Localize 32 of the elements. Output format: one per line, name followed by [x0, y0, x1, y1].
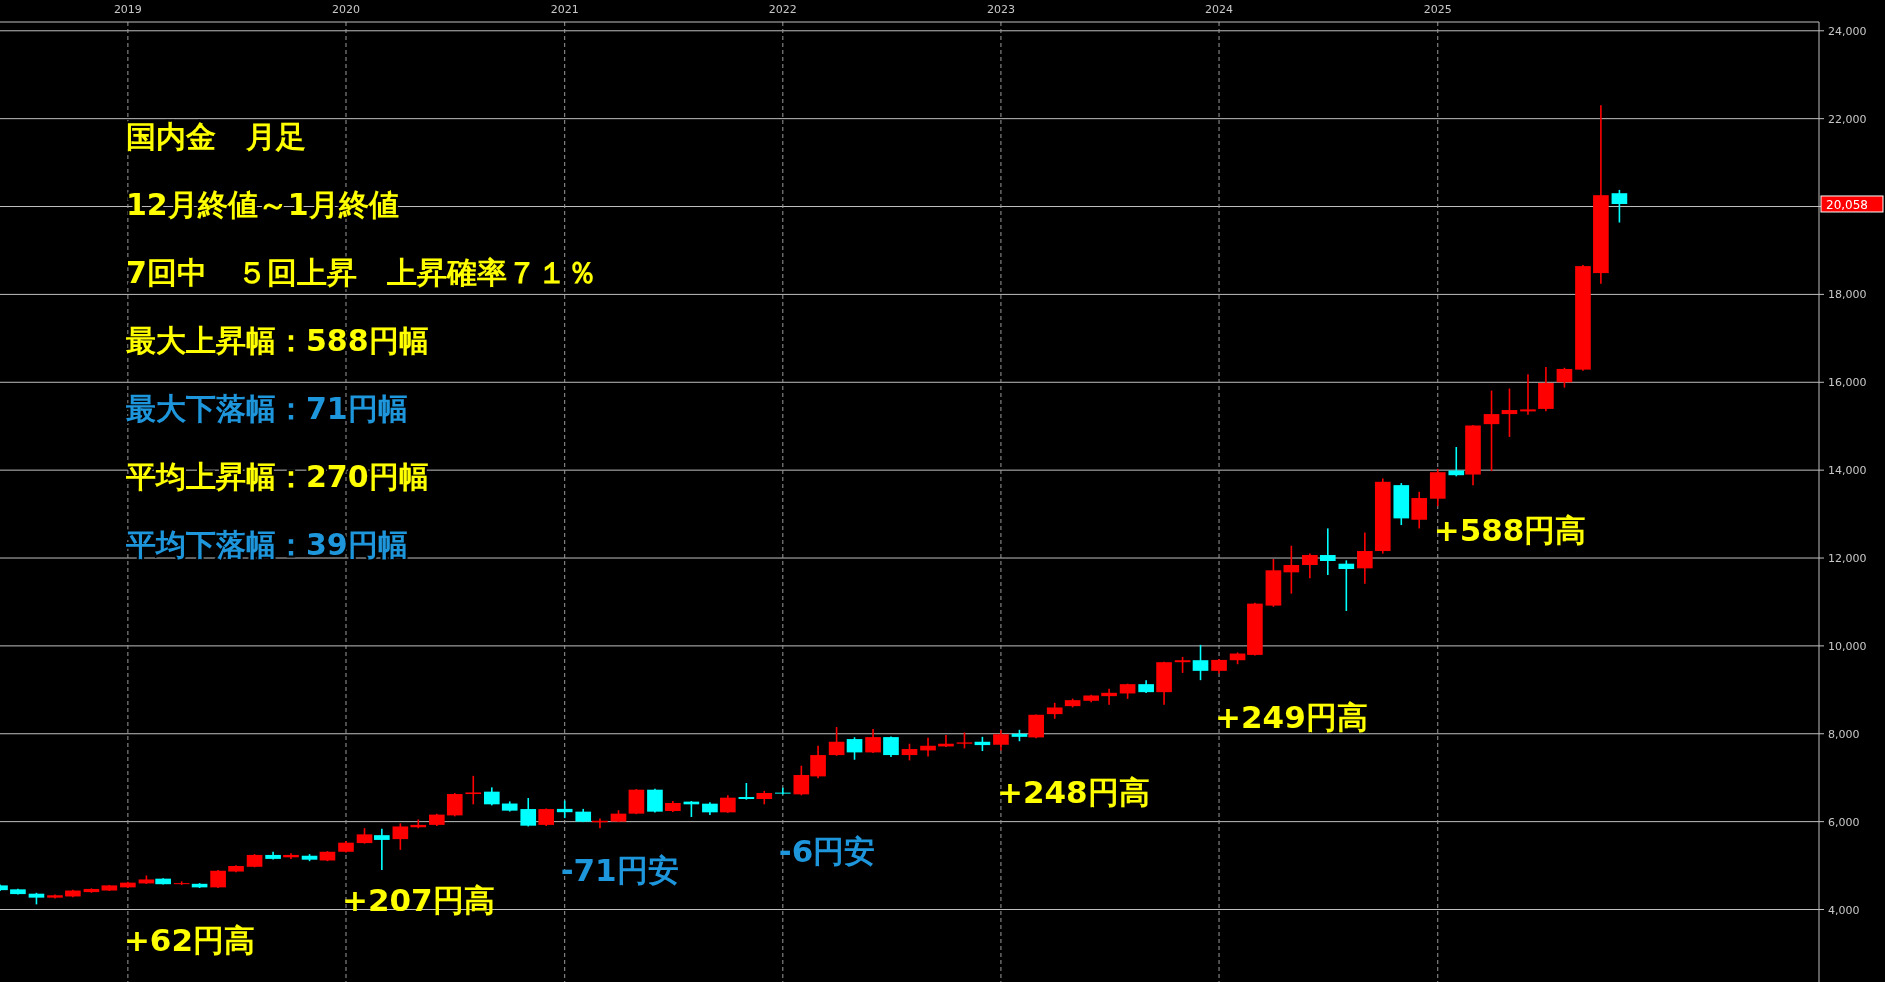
- x-tick-label: 2020: [331, 3, 360, 16]
- x-tick-label: 2023: [986, 3, 1015, 16]
- annotation: +207円高: [341, 882, 495, 919]
- annotation: 平均下落幅：39円幅: [125, 526, 408, 562]
- annotation: +588円高: [1433, 511, 1587, 548]
- x-tick-label: 2022: [768, 3, 797, 16]
- y-tick-label: 18,000: [1828, 288, 1867, 302]
- x-tick-label: 2021: [550, 3, 579, 16]
- annotation: 平均上昇幅：270円幅: [125, 458, 429, 494]
- annotation: -6円安: [778, 832, 876, 869]
- y-tick-label: 20,058: [1826, 197, 1868, 212]
- y-tick-label: 22,000: [1828, 112, 1867, 126]
- y-tick-label: 16,000: [1828, 376, 1867, 390]
- y-tick-label: 8,000: [1828, 727, 1860, 741]
- y-tick-label: 14,000: [1828, 464, 1867, 478]
- annotation: -71円安: [560, 851, 679, 888]
- annotation: +62円高: [123, 922, 255, 959]
- annotation: 最大下落幅：71円幅: [126, 390, 408, 426]
- annotation: 国内金 月足: [126, 118, 306, 154]
- y-tick-label: 6,000: [1828, 815, 1860, 829]
- y-tick-label: 10,000: [1828, 639, 1867, 653]
- y-tick-label: 24,000: [1828, 24, 1867, 38]
- annotation: 7回中 ５回上昇 上昇確率７１％: [126, 254, 597, 290]
- y-tick-label: 12,000: [1828, 552, 1867, 566]
- x-tick-label: 2024: [1205, 3, 1234, 16]
- x-tick-label: 2025: [1423, 3, 1452, 16]
- annotation: +249円高: [1215, 699, 1368, 736]
- x-tick-label: 2019: [113, 3, 142, 16]
- y-tick-label: 4,000: [1828, 903, 1860, 917]
- annotation: 最大上昇幅：588円幅: [126, 322, 429, 358]
- last-price-tag: 20,058: [1820, 195, 1884, 213]
- annotation: +248円高: [996, 773, 1150, 810]
